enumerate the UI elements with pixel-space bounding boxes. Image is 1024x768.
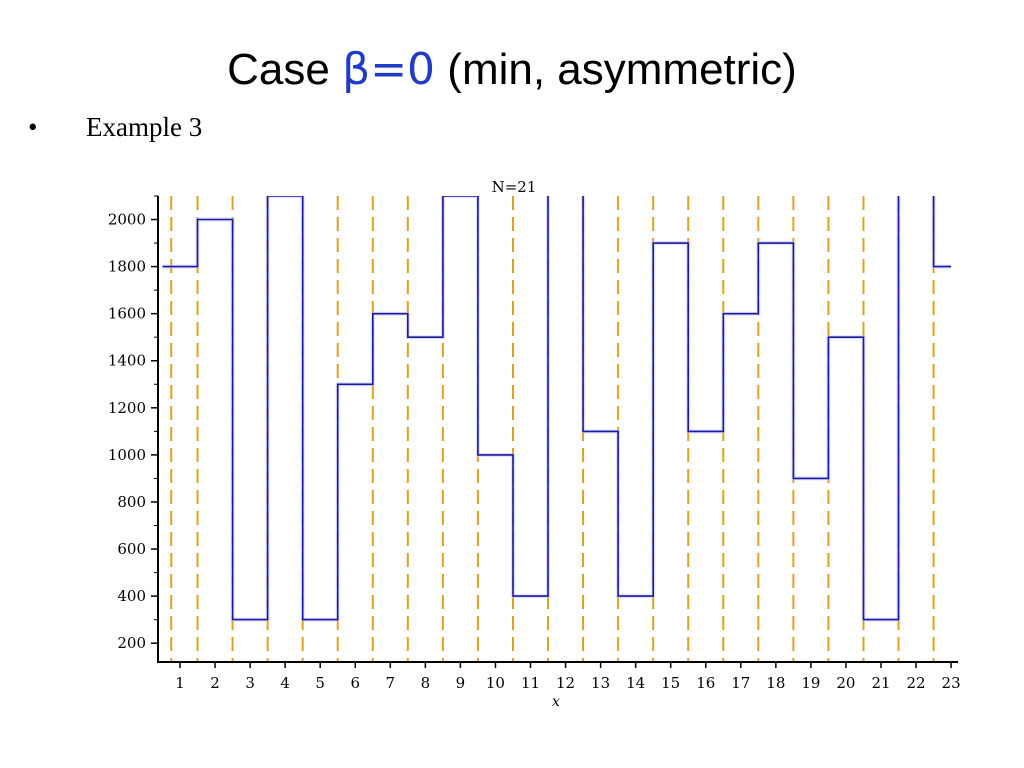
y-tick-label: 800 (117, 493, 146, 511)
y-tick-label: 1600 (108, 305, 146, 323)
x-tick-label: 21 (871, 674, 890, 692)
x-tick-label: 9 (456, 674, 466, 692)
title-suffix: (min, asymmetric) (435, 45, 797, 94)
x-tick-label: 10 (486, 674, 505, 692)
x-tick-label: 22 (907, 674, 926, 692)
y-tick-label: 2000 (108, 211, 146, 229)
x-tick-label: 4 (280, 674, 290, 692)
x-tick-label: 23 (942, 674, 961, 692)
x-tick-label: 19 (801, 674, 820, 692)
x-tick-label: 6 (350, 674, 360, 692)
series-line (162, 196, 952, 621)
x-tick-label: 17 (731, 674, 750, 692)
title-prefix: Case (227, 45, 343, 94)
vertical-guides (170, 196, 935, 662)
bullet-item: • Example 3 (28, 112, 202, 143)
x-tick-label: 14 (626, 674, 645, 692)
x-tick-label: 8 (421, 674, 431, 692)
x-tick-label: 16 (696, 674, 715, 692)
x-tick-label: 5 (315, 674, 325, 692)
x-tick-label: 13 (591, 674, 610, 692)
y-tick-label: 1800 (108, 258, 146, 276)
axes (157, 196, 958, 663)
x-tick-label: 18 (766, 674, 785, 692)
x-tick-label: 3 (245, 674, 255, 692)
chart-title: N=21 (492, 178, 537, 196)
slide-title: Case β=0 (min, asymmetric) (0, 40, 1024, 100)
y-tick-label: 1400 (108, 352, 146, 370)
x-tick-label: 2 (210, 674, 220, 692)
x-tick-label: 11 (521, 674, 540, 692)
y-tick-label: 1000 (108, 446, 146, 464)
x-tick-label: 15 (661, 674, 680, 692)
x-ticks: 1 2 3 4 5 6 7 8 9 10 11 12 13 14 15 16 17 18 19 20 21 22 23 (175, 662, 961, 692)
series-group (162, 196, 952, 622)
x-tick-label: 1 (175, 674, 185, 692)
series-halo (162, 196, 952, 622)
y-tick-label: 600 (117, 540, 146, 558)
x-tick-label: 20 (836, 674, 855, 692)
y-tick-label: 200 (117, 634, 146, 652)
x-tick-label: 12 (556, 674, 575, 692)
x-tick-label: 7 (386, 674, 396, 692)
title-beta: β=0 (342, 44, 436, 95)
bullet-text: Example 3 (86, 112, 203, 142)
y-ticks: 200 400 600 800 1000 1200 1400 1600 1800 2000 (108, 195, 158, 652)
x-axis-label: x (552, 694, 560, 710)
y-tick-label: 1200 (108, 399, 146, 417)
bullet-dot: • (28, 112, 38, 142)
y-tick-label: 400 (117, 587, 146, 605)
